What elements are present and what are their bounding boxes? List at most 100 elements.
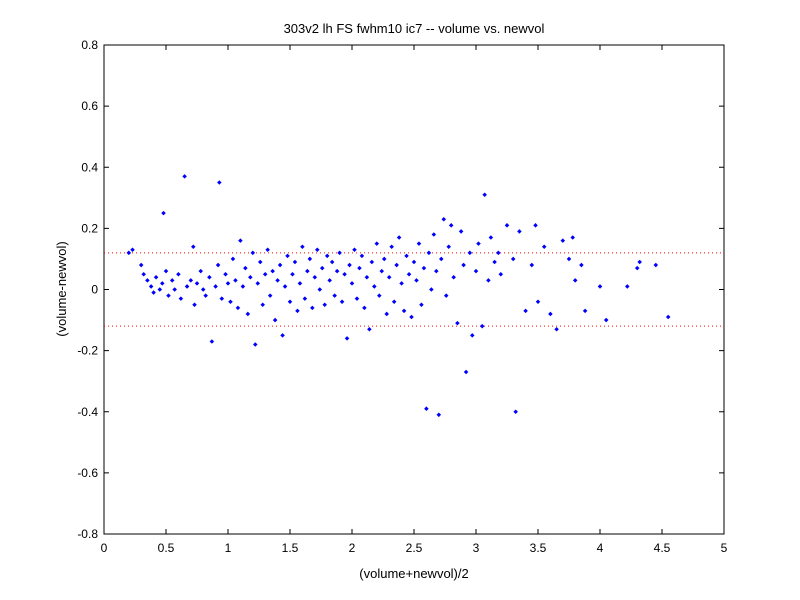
y-tick-label: -0.8 xyxy=(77,527,98,541)
plot-area xyxy=(103,44,725,535)
data-point xyxy=(151,290,156,295)
x-tick-label: 5 xyxy=(721,541,728,555)
data-point xyxy=(394,262,399,268)
x-tick-label: 1 xyxy=(225,541,232,555)
data-point xyxy=(461,262,466,268)
data-point xyxy=(653,262,659,268)
data-point xyxy=(349,281,355,286)
data-point xyxy=(230,256,236,262)
x-tick-label: 0 xyxy=(101,541,108,555)
data-point xyxy=(603,317,609,323)
x-tick-label: 2.5 xyxy=(406,541,423,555)
data-point xyxy=(409,314,414,320)
data-point xyxy=(322,302,327,308)
data-point xyxy=(267,293,273,298)
data-point xyxy=(359,253,365,259)
data-point xyxy=(421,265,427,271)
data-point xyxy=(213,284,218,289)
data-point xyxy=(381,256,387,262)
data-point xyxy=(290,271,295,277)
data-point xyxy=(486,278,491,283)
data-point xyxy=(319,265,325,271)
y-tick-label: 0.2 xyxy=(81,221,98,235)
data-point xyxy=(295,308,300,314)
data-point xyxy=(332,293,337,298)
data-point xyxy=(458,229,464,234)
data-point xyxy=(297,281,303,286)
data-point xyxy=(510,256,516,262)
data-point xyxy=(272,317,278,323)
reference-lines xyxy=(104,252,724,327)
data-point xyxy=(414,278,419,283)
data-point xyxy=(554,326,559,332)
data-point xyxy=(419,302,424,308)
data-point xyxy=(209,339,215,344)
data-point xyxy=(498,271,504,277)
data-point xyxy=(277,262,283,268)
data-point xyxy=(257,259,263,265)
data-point xyxy=(470,333,475,338)
data-point xyxy=(280,333,285,338)
data-point xyxy=(337,250,342,256)
data-point xyxy=(582,308,588,314)
data-point xyxy=(223,271,228,277)
data-point xyxy=(160,281,165,286)
data-point xyxy=(307,256,313,262)
data-point xyxy=(362,305,367,311)
data-point xyxy=(488,235,494,240)
data-point xyxy=(215,262,221,268)
data-point xyxy=(391,299,397,304)
data-point xyxy=(329,259,335,265)
data-point xyxy=(492,259,497,265)
data-point xyxy=(243,265,248,271)
data-point xyxy=(344,336,350,341)
data-point xyxy=(157,287,163,292)
x-tick-label: 4.5 xyxy=(654,541,671,555)
data-point xyxy=(184,284,190,289)
data-point xyxy=(634,265,640,271)
data-point xyxy=(446,244,451,249)
x-tick-label: 4 xyxy=(597,541,604,555)
data-point xyxy=(248,275,253,280)
data-point xyxy=(324,253,330,259)
x-axis-label: (volume+newvol)/2 xyxy=(359,566,468,581)
data-point xyxy=(270,268,275,274)
data-point xyxy=(424,406,429,411)
data-point xyxy=(347,262,352,268)
data-point xyxy=(153,275,159,280)
data-point xyxy=(406,271,412,277)
y-tick-label: -0.2 xyxy=(77,344,98,358)
data-point xyxy=(467,250,473,256)
data-point xyxy=(426,250,432,256)
y-tick-label: 0 xyxy=(91,283,98,297)
data-point xyxy=(513,409,518,415)
x-tick-label: 0.5 xyxy=(158,541,175,555)
data-point xyxy=(566,256,572,262)
data-point xyxy=(240,284,246,289)
data-point xyxy=(535,299,541,304)
data-point xyxy=(287,299,293,304)
data-point xyxy=(548,311,553,317)
data-point xyxy=(285,253,290,259)
data-point xyxy=(479,323,485,329)
x-tick-label: 1.5 xyxy=(282,541,299,555)
data-point xyxy=(260,302,265,308)
data-point xyxy=(253,342,258,347)
y-tick-label: 0.8 xyxy=(81,38,98,52)
data-point xyxy=(637,259,642,265)
data-point xyxy=(372,284,377,289)
data-point xyxy=(429,287,434,292)
data-point xyxy=(275,278,280,283)
x-tick-label: 3 xyxy=(473,541,480,555)
data-point xyxy=(305,268,310,274)
data-point xyxy=(386,275,392,280)
data-point xyxy=(178,296,184,301)
data-point xyxy=(399,281,404,286)
data-point xyxy=(300,244,305,249)
x-axis-ticks: 0 0.5 1 1.5 2 2.5 3 3.5 4 4.5 5 xyxy=(101,45,728,555)
chart-title: 303v2 lh FS fwhm10 ic7 -- volume vs. new… xyxy=(284,21,545,36)
data-point xyxy=(292,259,298,265)
data-point xyxy=(233,278,238,283)
data-point xyxy=(496,250,501,256)
